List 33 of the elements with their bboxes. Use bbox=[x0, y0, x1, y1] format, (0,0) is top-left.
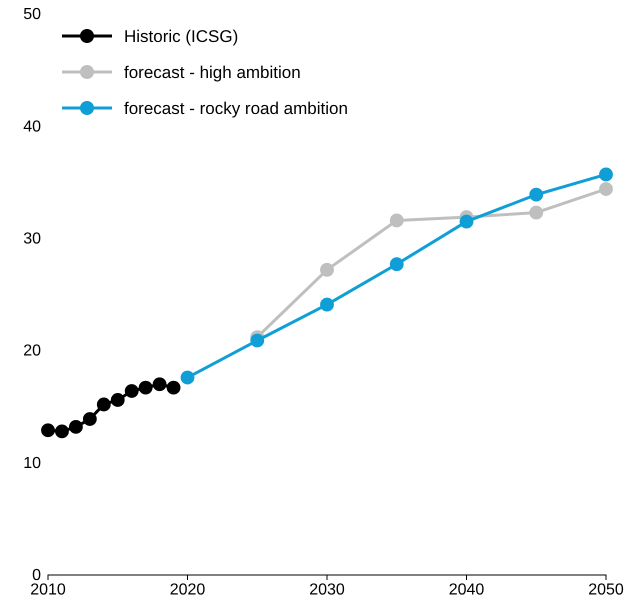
point bbox=[320, 262, 334, 277]
x-tick-label: 2030 bbox=[309, 581, 345, 598]
point bbox=[529, 188, 544, 202]
x-tick-label: 2050 bbox=[588, 581, 624, 598]
point bbox=[390, 214, 404, 228]
point bbox=[180, 370, 194, 384]
y-tick-label: 10 bbox=[23, 454, 42, 472]
point bbox=[82, 412, 97, 426]
point bbox=[166, 380, 180, 395]
legend-label: forecast - rocky road ambition bbox=[124, 99, 348, 118]
point bbox=[152, 377, 167, 392]
point bbox=[124, 384, 139, 398]
point bbox=[41, 423, 55, 438]
point bbox=[599, 168, 613, 182]
y-tick-label: 40 bbox=[23, 118, 42, 136]
x-tick-label: 2040 bbox=[448, 581, 484, 598]
y-tick-label: 30 bbox=[23, 230, 42, 248]
point bbox=[96, 398, 111, 412]
x-tick-label: 2020 bbox=[170, 581, 206, 598]
legend-label: Historic (ICSG) bbox=[124, 27, 238, 46]
point bbox=[320, 298, 334, 312]
y-tick-label: 20 bbox=[23, 342, 42, 360]
point bbox=[529, 206, 544, 220]
point bbox=[138, 380, 153, 395]
point bbox=[390, 257, 404, 272]
point bbox=[68, 420, 83, 434]
point bbox=[55, 424, 69, 438]
legend-label: forecast - high ambition bbox=[124, 63, 301, 82]
point bbox=[460, 214, 474, 228]
y-tick-label: 50 bbox=[23, 6, 42, 24]
point bbox=[599, 182, 613, 196]
point bbox=[250, 334, 264, 348]
point bbox=[110, 393, 125, 407]
